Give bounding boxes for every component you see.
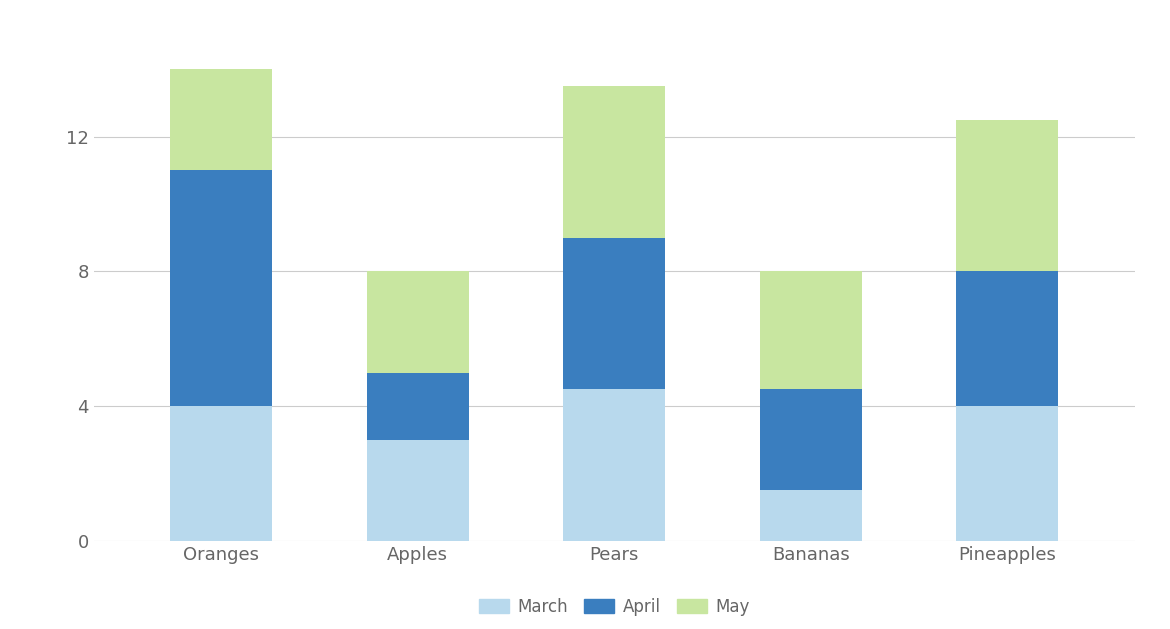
Bar	[759, 389, 862, 491]
Legend: March, April, May: March, April, May	[472, 591, 757, 622]
Bar	[366, 440, 469, 541]
Bar	[956, 406, 1059, 541]
Bar	[759, 272, 862, 389]
Bar	[366, 372, 469, 440]
Bar	[170, 170, 273, 406]
Bar	[563, 389, 666, 541]
Bar	[366, 272, 469, 372]
Bar	[956, 272, 1059, 406]
Bar	[170, 69, 273, 170]
Bar	[563, 86, 666, 238]
Bar	[759, 491, 862, 541]
Bar	[170, 406, 273, 541]
Bar	[956, 120, 1059, 272]
Bar	[563, 238, 666, 389]
